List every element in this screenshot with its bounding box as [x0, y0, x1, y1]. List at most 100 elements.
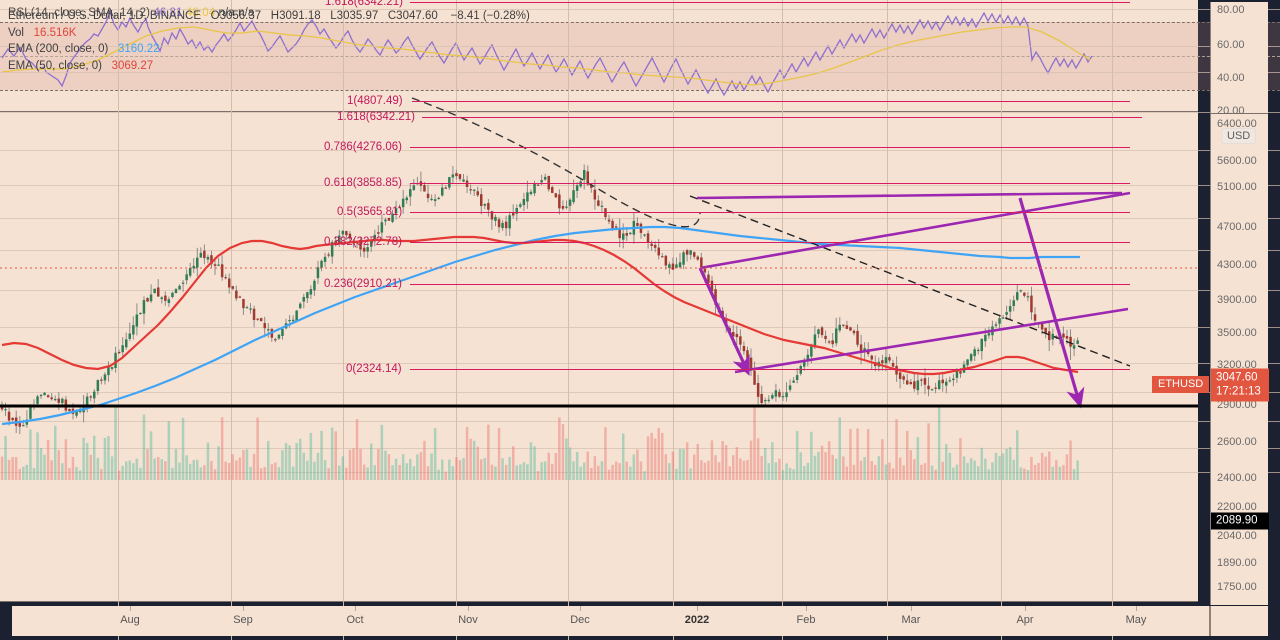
candle-body [891, 363, 895, 367]
candle-body [341, 230, 345, 235]
rsi-legend[interactable]: RSI (14, close, SMA, 14, 2) 46.81 48.04 … [8, 7, 254, 19]
candle-body [952, 378, 955, 381]
fib-level-line[interactable] [410, 147, 1130, 148]
fib-level-line[interactable] [410, 183, 1130, 184]
candle-body [650, 243, 653, 246]
fib-level-line[interactable] [410, 284, 1130, 285]
volume-bar [213, 469, 217, 480]
volume-bar [451, 466, 455, 480]
candle-body [135, 314, 139, 327]
volume-bar [863, 457, 866, 480]
candle-body [1033, 314, 1037, 321]
candle-body [164, 295, 167, 301]
volume-bar [1026, 470, 1030, 480]
candle-body [785, 392, 788, 398]
volume-bar [1016, 430, 1019, 480]
candle-body [870, 355, 873, 360]
volume-bar [575, 451, 579, 480]
volume-bar [313, 461, 316, 480]
candle-body [299, 303, 302, 309]
volume-bar [792, 469, 795, 480]
volume-bar [675, 468, 678, 480]
candle-body [107, 367, 110, 376]
candle-body [756, 383, 760, 397]
candle-body [1016, 292, 1019, 300]
fib-level-line-1618[interactable] [422, 117, 1142, 118]
symbol-price-tag[interactable]: ETHUSD [1152, 376, 1210, 393]
candle-body [927, 385, 930, 390]
candle-body [430, 198, 433, 200]
candle-body [543, 176, 547, 180]
candle-body [394, 208, 398, 214]
fib-level-line[interactable] [410, 212, 1130, 213]
volume-bar [806, 462, 810, 480]
candle-body [373, 234, 376, 242]
candle-body [401, 198, 405, 208]
candle-body [749, 357, 753, 370]
time-axis[interactable]: Aug Sep Oct Nov Dec 2022 Feb Mar Apr May [12, 606, 1210, 636]
candle-body [558, 194, 561, 209]
candle-body [487, 203, 490, 210]
volume-bar [969, 458, 973, 480]
candle-body [533, 183, 536, 194]
volume-bar [536, 471, 540, 480]
candle-body [309, 289, 313, 295]
volume-bar [117, 470, 121, 480]
volume-bar [522, 462, 526, 480]
candle-body [85, 396, 89, 406]
support-price-badge[interactable]: 2089.90 [1211, 512, 1269, 530]
candle-body [483, 204, 487, 206]
volume-bar [291, 466, 295, 480]
volume-bar [678, 448, 682, 480]
fib-level-line[interactable] [410, 369, 1130, 370]
volume-bar [121, 465, 124, 480]
candle-body [668, 264, 671, 268]
volume-bar [1040, 452, 1044, 480]
candle-body [78, 410, 82, 413]
candle-body [29, 406, 32, 419]
volume-bar [568, 447, 572, 480]
candle-body [742, 346, 746, 352]
volume-bar [323, 460, 327, 480]
fib-level-line[interactable] [410, 242, 1130, 243]
candle-body [125, 339, 128, 348]
time-axis-separator [911, 606, 912, 611]
rsi-sma-value: 48.04 [185, 7, 216, 19]
volume-bar [114, 407, 117, 480]
time-axis-separator [355, 606, 356, 611]
candle-body [1026, 296, 1030, 298]
candle-body [519, 204, 522, 207]
volume-bar [515, 465, 518, 480]
volume-bar [1023, 468, 1026, 480]
last-price-badge[interactable]: 3047.60 17:21:13 [1211, 368, 1269, 402]
fib-level-label: 0(2324.14) [346, 363, 402, 375]
volume-bar [391, 465, 394, 480]
candle-body [171, 292, 174, 297]
time-axis-separator [468, 606, 469, 611]
candle-body [707, 274, 710, 283]
volume-bar [710, 440, 714, 480]
volume-bar [785, 463, 788, 480]
candle-body [767, 399, 770, 401]
candle-body [252, 308, 256, 320]
candle-body [501, 222, 504, 229]
candle-body [455, 173, 458, 177]
volume-bar [448, 459, 451, 480]
volume-bar [543, 461, 547, 480]
candle-body [803, 361, 806, 367]
volume-bar [632, 454, 636, 480]
projection-arrow-2 [1018, 197, 1085, 409]
volume-bar [920, 464, 923, 480]
price-axis-tick: 1750.00 [1217, 581, 1257, 593]
volume-bar [1001, 453, 1005, 480]
candle-body [25, 419, 29, 425]
candle-body [948, 380, 952, 382]
candle-body [561, 206, 565, 209]
price-axis-tick: 6400.00 [1217, 118, 1257, 130]
volume-bar [401, 454, 405, 480]
candle-body [1030, 295, 1033, 313]
candle-body [551, 187, 554, 193]
price-axis[interactable]: 80.00 60.00 40.00 20.00 6400.00 5600.00 5100.… [1210, 2, 1269, 605]
